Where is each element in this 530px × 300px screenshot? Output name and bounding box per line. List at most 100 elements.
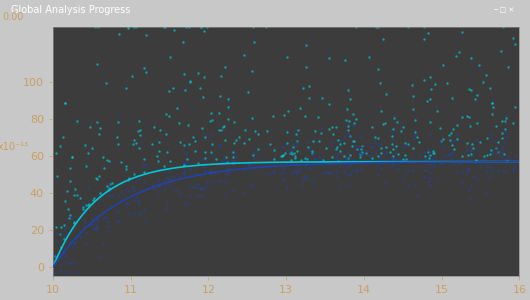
Point: [487, 100, 496, 105]
Point: [283, 130, 292, 135]
Point: [207, 111, 215, 116]
Point: [283, 55, 292, 60]
Point: [426, 120, 434, 125]
Point: [262, 163, 271, 168]
Point: [169, 173, 178, 178]
Point: [232, 138, 241, 142]
Point: [465, 188, 473, 192]
Point: [64, 207, 72, 212]
Point: [362, 151, 370, 155]
Point: [175, 121, 183, 126]
Point: [142, 70, 151, 74]
Point: [446, 153, 454, 158]
Point: [283, 185, 292, 190]
Point: [279, 166, 288, 171]
Point: [393, 119, 401, 124]
Point: [319, 171, 327, 176]
Point: [293, 170, 301, 175]
Point: [92, 217, 101, 221]
Point: [249, 166, 258, 171]
Point: [322, 146, 330, 151]
Point: [389, 161, 398, 166]
Point: [389, 146, 398, 151]
Point: [430, 151, 438, 156]
Point: [318, 96, 326, 101]
Point: [114, 194, 122, 199]
Point: [68, 155, 76, 160]
Point: [497, 49, 506, 54]
Point: [140, 65, 148, 70]
Point: [314, 159, 322, 164]
Point: [421, 156, 429, 161]
Point: [324, 102, 333, 106]
Point: [94, 192, 103, 197]
Point: [270, 156, 278, 161]
Point: [401, 170, 410, 175]
Point: [208, 153, 216, 158]
Point: [282, 160, 291, 165]
Point: [60, 101, 69, 106]
Point: [197, 187, 206, 191]
Point: [149, 125, 158, 130]
Point: [83, 202, 92, 207]
Point: [287, 162, 295, 167]
Point: [230, 152, 239, 156]
Point: [64, 269, 72, 274]
Point: [453, 123, 462, 128]
Point: [153, 159, 162, 164]
Point: [217, 177, 225, 182]
Point: [356, 134, 365, 138]
Point: [124, 177, 132, 182]
Point: [473, 93, 481, 98]
Point: [409, 161, 417, 166]
Point: [121, 163, 130, 168]
Point: [241, 127, 250, 132]
Point: [464, 166, 472, 171]
Point: [117, 160, 125, 164]
Point: [186, 79, 194, 83]
Point: [328, 144, 336, 148]
Point: [61, 199, 69, 204]
Point: [426, 97, 434, 102]
Point: [448, 140, 456, 145]
Point: [114, 142, 122, 147]
Point: [140, 170, 148, 175]
Point: [230, 159, 239, 164]
Point: [472, 120, 481, 125]
Point: [100, 215, 109, 220]
Point: [230, 120, 239, 124]
Point: [66, 241, 74, 246]
Point: [458, 181, 466, 185]
Point: [153, 177, 162, 182]
Point: [469, 146, 477, 151]
Point: [344, 124, 353, 129]
Point: [423, 179, 432, 184]
Point: [353, 145, 361, 150]
Point: [89, 221, 97, 226]
Point: [103, 158, 111, 163]
Point: [94, 131, 103, 136]
Point: [136, 133, 144, 138]
Point: [386, 150, 394, 154]
Point: [509, 167, 517, 171]
Point: [93, 226, 101, 231]
Point: [471, 160, 480, 165]
Point: [57, 245, 66, 250]
Point: [498, 150, 506, 155]
Point: [423, 147, 432, 152]
Point: [298, 176, 307, 181]
Point: [162, 206, 170, 211]
Point: [425, 150, 434, 155]
Point: [215, 178, 224, 183]
Point: [449, 149, 457, 154]
Point: [211, 156, 220, 161]
Point: [198, 125, 206, 130]
Point: [502, 116, 510, 121]
Point: [287, 147, 296, 152]
Point: [230, 141, 239, 146]
Point: [197, 25, 205, 29]
Point: [333, 145, 341, 150]
Point: [81, 209, 90, 214]
Point: [307, 163, 316, 167]
Point: [390, 116, 399, 121]
